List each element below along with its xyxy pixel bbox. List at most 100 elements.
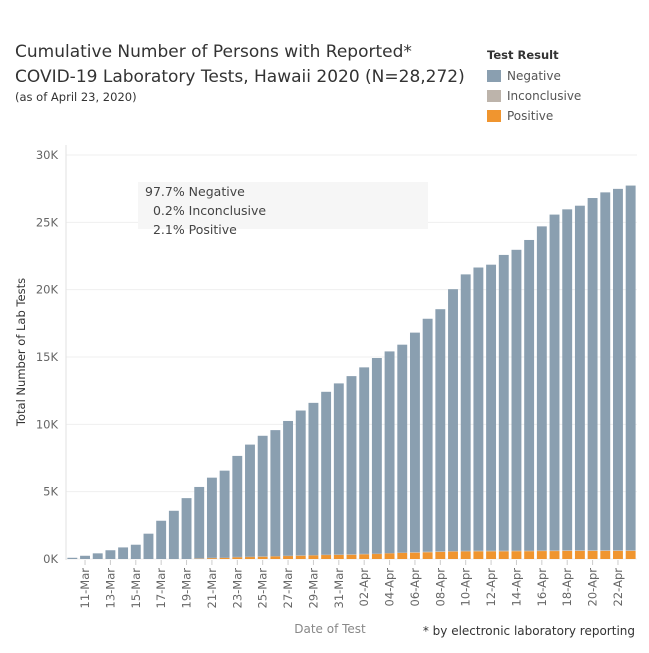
bar-negative[interactable] [118, 547, 129, 559]
bar-inconclusive[interactable] [587, 550, 598, 551]
bar-inconclusive[interactable] [625, 550, 636, 551]
bar-inconclusive[interactable] [486, 550, 497, 552]
bar-inconclusive[interactable] [435, 551, 446, 552]
bar-inconclusive[interactable] [308, 555, 319, 556]
bar-positive[interactable] [219, 557, 230, 559]
bar-negative[interactable] [156, 520, 167, 559]
bar-negative[interactable] [549, 214, 560, 551]
legend-item-inconclusive[interactable]: Inconclusive [487, 86, 581, 106]
bar-positive[interactable] [613, 550, 623, 559]
bar-positive[interactable] [625, 550, 636, 559]
bar-inconclusive[interactable] [613, 550, 623, 551]
bar-positive[interactable] [524, 551, 535, 559]
bar-inconclusive[interactable] [333, 554, 344, 555]
bar-positive[interactable] [346, 554, 357, 559]
bar-negative[interactable] [600, 192, 611, 551]
bar-negative[interactable] [333, 383, 344, 555]
bar-positive[interactable] [600, 550, 611, 559]
bar-inconclusive[interactable] [295, 555, 306, 556]
bar-negative[interactable] [435, 309, 446, 552]
bar-inconclusive[interactable] [270, 556, 281, 557]
bar-inconclusive[interactable] [194, 558, 205, 559]
bar-positive[interactable] [245, 556, 255, 559]
bar-inconclusive[interactable] [460, 550, 471, 552]
bar-negative[interactable] [498, 254, 509, 551]
bar-negative[interactable] [486, 264, 497, 551]
bar-inconclusive[interactable] [549, 550, 560, 552]
bar-negative[interactable] [219, 470, 230, 558]
bar-negative[interactable] [67, 557, 78, 559]
bar-inconclusive[interactable] [524, 550, 535, 552]
bar-positive[interactable] [283, 555, 294, 559]
bar-positive[interactable] [295, 555, 306, 559]
bar-inconclusive[interactable] [346, 554, 357, 555]
bar-positive[interactable] [460, 551, 471, 559]
bar-negative[interactable] [257, 435, 268, 557]
bar-inconclusive[interactable] [232, 556, 243, 558]
bar-inconclusive[interactable] [422, 551, 433, 553]
bar-positive[interactable] [359, 554, 370, 559]
bar-positive[interactable] [232, 557, 243, 559]
bar-inconclusive[interactable] [245, 556, 255, 558]
bar-negative[interactable] [587, 198, 598, 551]
bar-inconclusive[interactable] [600, 550, 611, 551]
bar-negative[interactable] [232, 455, 243, 557]
bar-negative[interactable] [270, 430, 281, 557]
bar-negative[interactable] [130, 544, 141, 559]
bar-positive[interactable] [448, 551, 458, 559]
bar-negative[interactable] [346, 376, 357, 555]
bar-negative[interactable] [397, 344, 408, 553]
bar-inconclusive[interactable] [574, 550, 585, 551]
bar-positive[interactable] [498, 551, 509, 559]
bar-negative[interactable] [460, 274, 471, 551]
bar-inconclusive[interactable] [283, 555, 294, 557]
bar-negative[interactable] [245, 444, 255, 557]
bar-inconclusive[interactable] [384, 553, 395, 554]
bar-negative[interactable] [574, 205, 585, 551]
bar-negative[interactable] [308, 402, 319, 556]
bar-positive[interactable] [549, 551, 560, 559]
bar-inconclusive[interactable] [206, 557, 217, 559]
bar-positive[interactable] [409, 552, 420, 559]
legend-item-positive[interactable]: Positive [487, 106, 581, 126]
bar-positive[interactable] [270, 556, 281, 559]
bar-positive[interactable] [333, 554, 344, 559]
bar-positive[interactable] [574, 550, 585, 559]
bar-inconclusive[interactable] [448, 550, 458, 552]
bar-positive[interactable] [511, 551, 522, 559]
bar-positive[interactable] [435, 551, 446, 559]
bar-inconclusive[interactable] [321, 554, 332, 556]
bar-negative[interactable] [562, 209, 573, 551]
bar-positive[interactable] [384, 553, 395, 559]
bar-negative[interactable] [422, 318, 433, 552]
bar-positive[interactable] [587, 550, 598, 559]
bar-positive[interactable] [397, 552, 408, 559]
bar-negative[interactable] [371, 358, 382, 554]
bar-inconclusive[interactable] [371, 553, 382, 555]
bar-inconclusive[interactable] [257, 556, 268, 557]
bar-positive[interactable] [562, 550, 573, 559]
bar-positive[interactable] [422, 552, 433, 559]
legend-item-negative[interactable]: Negative [487, 66, 581, 86]
bar-inconclusive[interactable] [409, 552, 420, 553]
bar-positive[interactable] [536, 551, 547, 559]
bar-negative[interactable] [295, 410, 306, 556]
bar-positive[interactable] [473, 551, 484, 559]
bar-negative[interactable] [80, 555, 90, 559]
bar-negative[interactable] [625, 185, 636, 551]
bar-negative[interactable] [283, 420, 294, 556]
bar-inconclusive[interactable] [562, 550, 573, 551]
bar-negative[interactable] [511, 249, 522, 551]
bar-negative[interactable] [409, 332, 420, 553]
bar-negative[interactable] [168, 510, 179, 559]
bar-positive[interactable] [206, 557, 217, 559]
bar-positive[interactable] [321, 554, 332, 559]
bar-positive[interactable] [257, 556, 268, 559]
bar-negative[interactable] [321, 391, 332, 555]
bar-inconclusive[interactable] [536, 550, 547, 552]
bar-inconclusive[interactable] [511, 550, 522, 552]
bar-inconclusive[interactable] [473, 550, 484, 552]
bar-inconclusive[interactable] [219, 557, 230, 559]
bar-negative[interactable] [613, 188, 623, 551]
bar-negative[interactable] [92, 553, 103, 559]
